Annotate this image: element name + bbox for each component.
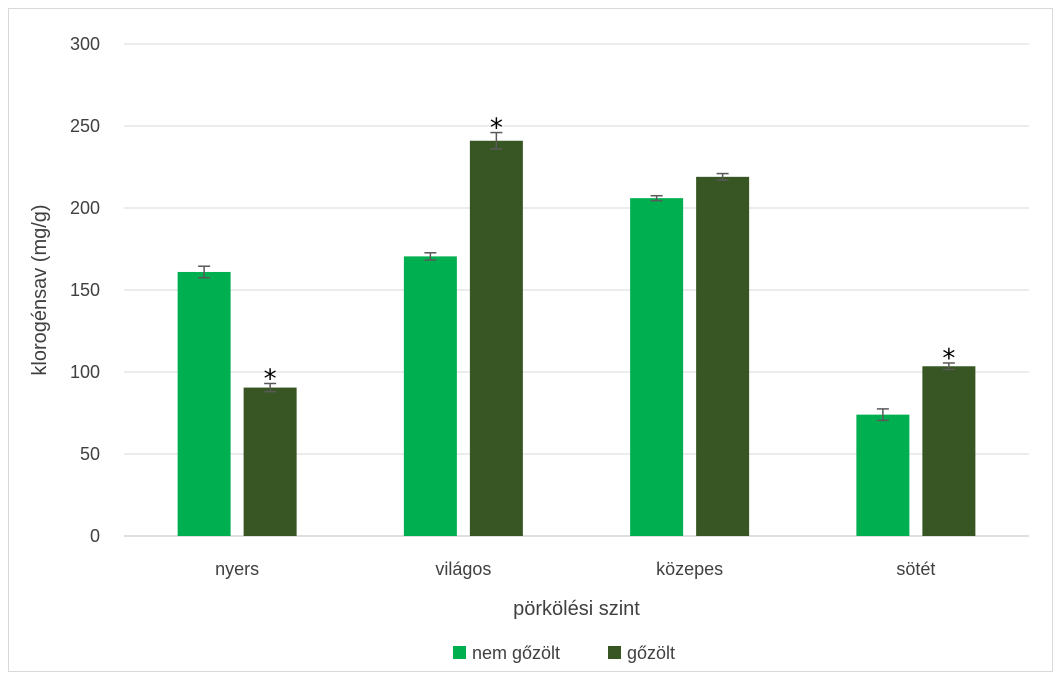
legend-swatch: [453, 646, 466, 659]
y-axis-title: klorogénsav (mg/g): [29, 204, 51, 375]
x-tick-label: sötét: [896, 559, 935, 579]
x-tick-label: közepes: [656, 559, 723, 579]
bar: [922, 366, 976, 536]
y-axis-ticks: 0 50 100 150 200 250 300: [70, 34, 100, 546]
x-axis-ticks: nyers világos közepes sötét: [215, 559, 935, 579]
y-tick-label: 0: [90, 526, 100, 546]
bar: [177, 271, 231, 536]
bar: [243, 387, 297, 536]
y-tick-label: 150: [70, 280, 100, 300]
bar: [469, 140, 523, 536]
bar: [630, 198, 684, 536]
bars: * * *: [177, 114, 976, 536]
y-tick-label: 50: [80, 444, 100, 464]
y-tick-label: 200: [70, 198, 100, 218]
legend: nem gőzölt gőzölt: [453, 643, 675, 663]
significance-marker: *: [942, 344, 955, 374]
x-tick-label: nyers: [215, 559, 259, 579]
y-tick-label: 300: [70, 34, 100, 54]
legend-label: nem gőzölt: [472, 643, 560, 663]
significance-marker: *: [490, 114, 503, 144]
y-tick-label: 100: [70, 362, 100, 382]
x-axis-title: pörkölési szint: [513, 598, 640, 620]
bar: [696, 176, 750, 536]
x-tick-label: világos: [435, 559, 491, 579]
bar: [403, 256, 457, 536]
significance-marker: *: [264, 364, 277, 394]
bar: [856, 414, 910, 536]
legend-swatch: [608, 646, 621, 659]
y-tick-label: 250: [70, 116, 100, 136]
legend-label: gőzölt: [627, 643, 675, 663]
